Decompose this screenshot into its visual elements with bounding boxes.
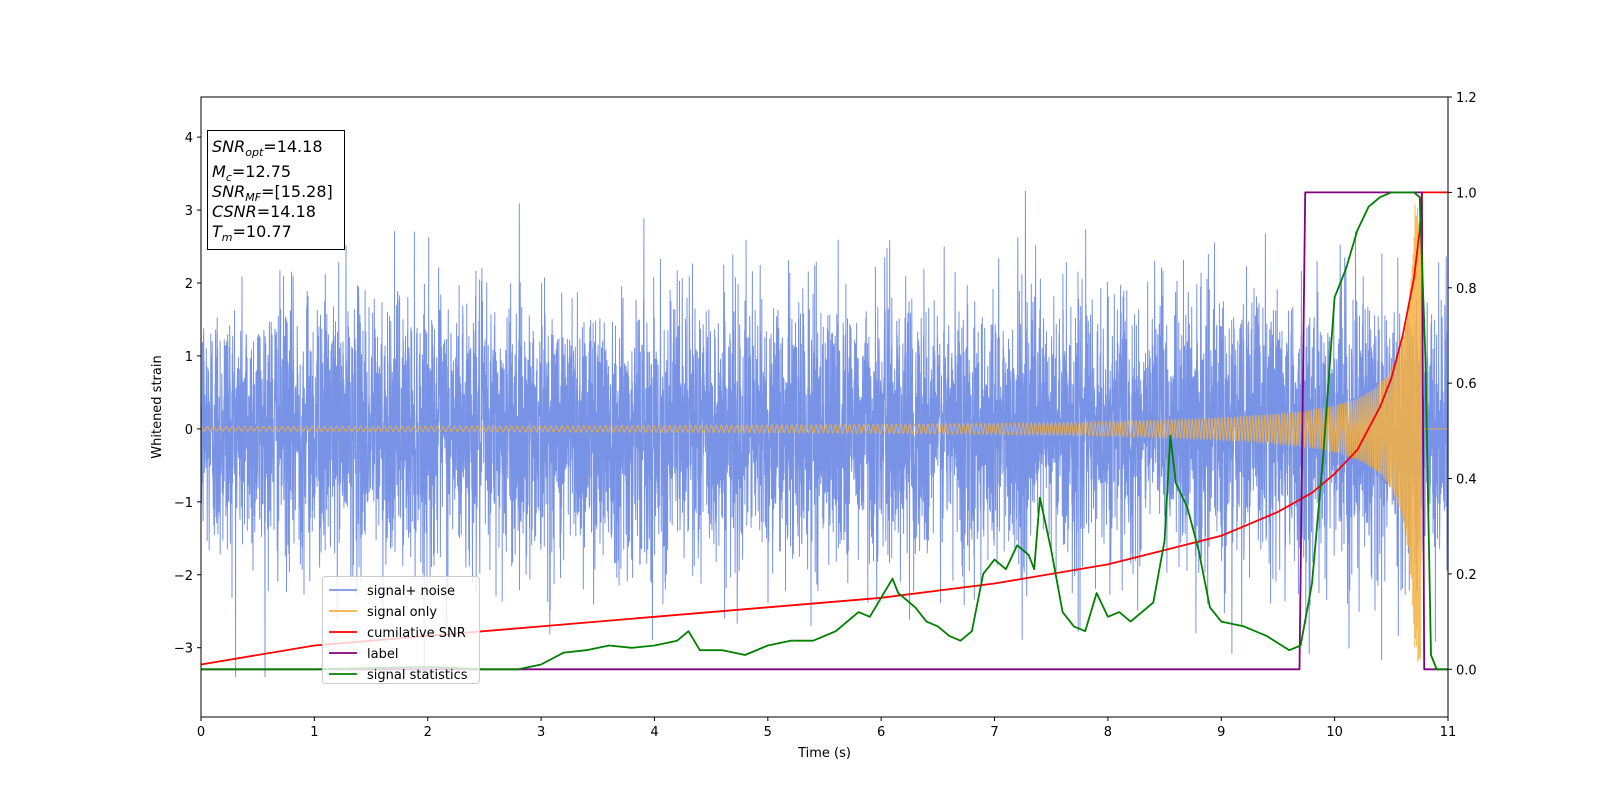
- series-signal-only-line: [201, 196, 1448, 663]
- annotation-box: SNRopt=14.18Mc=12.75SNRMF=[15.28]CSNR=14…: [207, 130, 345, 250]
- annotation-symbol: M: [212, 162, 226, 181]
- y2-tick-label: 1.0: [1456, 186, 1477, 201]
- legend-label: signal only: [367, 605, 437, 620]
- y2-tick-label: 0.6: [1456, 377, 1477, 392]
- y-axis-label: Whitened strain: [150, 355, 165, 458]
- x-tick-label: 4: [650, 725, 658, 740]
- annotation-line: Mc=12.75: [212, 162, 291, 184]
- annotation-value: =14.18: [257, 202, 316, 221]
- plot-frame: [200, 96, 1449, 718]
- plot-area: [201, 190, 1448, 678]
- x-tick-label: 1: [310, 725, 318, 740]
- y2-tick-label: 1.2: [1456, 91, 1477, 106]
- annotation-subscript: c: [226, 171, 232, 184]
- series-layer: [201, 190, 1448, 678]
- annotation-value: =12.75: [232, 162, 291, 181]
- x-axis-label: Time (s): [797, 746, 851, 761]
- y-tick-label: 3: [185, 204, 193, 219]
- x-tick-label: 9: [1217, 725, 1225, 740]
- annotation-subscript: m: [222, 231, 233, 244]
- y2-tick-label: 0.0: [1456, 663, 1477, 678]
- legend-label: signal+ noise: [367, 584, 455, 599]
- annotation-symbol: T: [212, 222, 223, 241]
- y-tick-label: 1: [185, 350, 193, 365]
- series-label-line: [201, 191, 1448, 671]
- y-axis-right: 1.2 1.0 0.8 0.6 0.4 0.2 0.0: [1448, 91, 1477, 678]
- legend: signal+ noise signal only cumilative SNR la…: [322, 576, 480, 684]
- annotation-symbol: CSNR: [212, 202, 257, 221]
- x-tick-label: 11: [1440, 725, 1457, 740]
- annotation-line: CSNR=14.18: [212, 202, 316, 221]
- legend-frame: [322, 576, 480, 684]
- y-tick-label: −2: [174, 569, 193, 584]
- annotation-box-frame: [207, 130, 345, 250]
- annotation-value: =10.77: [233, 222, 292, 241]
- y-tick-label: 2: [185, 277, 193, 292]
- annotation-symbol: SNR: [212, 137, 245, 156]
- legend-label: cumilative SNR: [367, 626, 466, 641]
- y2-tick-label: 0.2: [1456, 568, 1477, 583]
- annotation-value: =14.18: [263, 137, 322, 156]
- y-tick-label: 4: [185, 131, 193, 146]
- x-tick-label: 5: [764, 725, 772, 740]
- y2-tick-label: 0.8: [1456, 282, 1477, 297]
- annotation-line: SNRopt=14.18: [212, 137, 323, 159]
- x-tick-label: 2: [424, 725, 432, 740]
- series-cumulative-snr-line: [201, 191, 1448, 666]
- annotation-subscript: opt: [245, 146, 264, 159]
- x-axis: 0 1 2 3 4 5 6 7 8 9 10 11: [197, 717, 1456, 740]
- annotation-symbol: SNR: [212, 182, 245, 201]
- y2-tick-label: 0.4: [1456, 473, 1477, 488]
- annotation-line: Tm=10.77: [212, 222, 292, 244]
- annotation-subscript: MF: [245, 191, 261, 204]
- y-tick-label: −3: [174, 642, 193, 657]
- x-tick-label: 0: [197, 725, 205, 740]
- y-tick-label: −1: [174, 496, 193, 511]
- legend-label: signal statistics: [367, 668, 468, 683]
- series-signal-statistics-line: [201, 191, 1448, 671]
- annotation-value: =[15.28]: [261, 182, 333, 201]
- y-axis-left: 4 3 2 1 0 −1 −2 −3: [174, 131, 201, 657]
- x-tick-label: 10: [1326, 725, 1343, 740]
- x-tick-label: 8: [1104, 725, 1112, 740]
- x-tick-label: 3: [537, 725, 545, 740]
- x-tick-label: 7: [990, 725, 998, 740]
- y-tick-label: 0: [185, 423, 193, 438]
- annotation-line: SNRMF=[15.28]: [212, 182, 333, 204]
- legend-label: label: [367, 647, 398, 662]
- x-tick-label: 6: [877, 725, 885, 740]
